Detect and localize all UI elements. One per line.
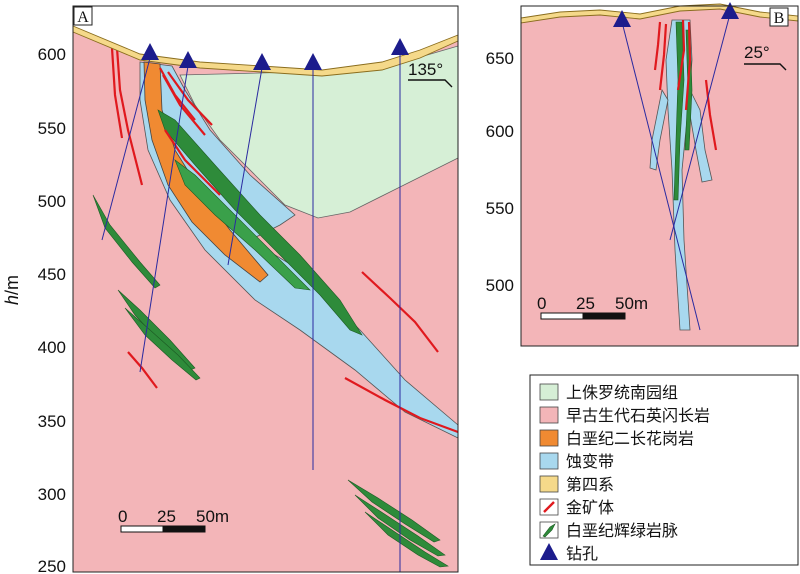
panel-a-tag-box <box>73 6 93 26</box>
legend-swatch-monzogranite <box>539 429 559 447</box>
legend-item-quaternary: 第四系 <box>539 475 614 494</box>
panel-a-tick-250: 250 <box>38 557 66 574</box>
panel-a-tick-450: 450 <box>38 265 66 284</box>
legend-swatch-alteration-zone <box>539 452 559 470</box>
panel-a-tick-400: 400 <box>38 338 66 357</box>
panel-a-dip-label: 135° <box>408 60 443 79</box>
panel-b-drill-hole-markers <box>613 2 739 27</box>
legend-item-gold-ore-body: 金矿体 <box>539 498 614 517</box>
panel-a-tick-550: 550 <box>38 119 66 138</box>
legend-item-diabase-dike: 白垩纪辉绿岩脉 <box>539 521 678 540</box>
panel-a-tag: A <box>77 9 89 26</box>
legend-item-monzogranite: 白垩纪二长花岗岩 <box>539 429 694 448</box>
panel-b: B 25° 650 600 550 500 0 25 50m <box>486 2 799 347</box>
panel-a-tick-350: 350 <box>38 412 66 431</box>
panel-b-dip-label: 25° <box>744 43 770 62</box>
panel-b-tick-650: 650 <box>486 49 514 68</box>
panel-a-drill-hole-traces <box>101 52 401 572</box>
legend-swatch-quartz-diorite <box>539 406 559 424</box>
panel-a-tick-600: 600 <box>38 45 66 64</box>
legend: 上侏罗统南园组 早古生代石英闪长岩 白垩纪二长花岗岩 蚀变带 第四系 金矿体 白… <box>529 374 799 566</box>
panel-a-scale-bar: 0 25 50m <box>118 507 229 533</box>
panel-b-drill-hole-traces <box>621 13 731 331</box>
legend-label-gold-ore-body: 金矿体 <box>566 498 614 517</box>
panel-a-tick-300: 300 <box>38 485 66 504</box>
legend-swatch-quaternary <box>539 475 559 493</box>
legend-label-quartz-diorite: 早古生代石英闪长岩 <box>566 406 710 425</box>
panel-b-scale-0: 0 <box>537 294 546 313</box>
legend-item-quartz-diorite: 早古生代石英闪长岩 <box>539 406 710 425</box>
panel-b-tick-600: 600 <box>486 122 514 141</box>
panel-a-scale-0: 0 <box>118 507 127 526</box>
panel-a-frame <box>72 5 459 573</box>
panel-a-dip-symbol <box>408 79 453 88</box>
legend-label-nanyuan: 上侏罗统南园组 <box>566 383 678 402</box>
panel-b-tag-box <box>769 7 789 27</box>
diabase-dike-icon <box>542 523 556 538</box>
panel-a-y-ticks: 600 550 500 450 400 350 300 250 <box>38 45 66 574</box>
panel-a: A 135° 600 550 500 450 400 350 300 250 0… <box>38 5 459 574</box>
legend-label-monzogranite: 白垩纪二长花岗岩 <box>566 429 694 448</box>
panel-b-tick-500: 500 <box>486 276 514 295</box>
panel-b-scale-25: 25 <box>576 294 595 313</box>
y-axis-title-unit: /m <box>2 275 22 295</box>
legend-item-drill-hole: 钻孔 <box>540 543 598 563</box>
panel-b-frame <box>520 5 799 347</box>
panel-a-drill-hole-markers <box>141 38 409 70</box>
drill-hole-icon <box>540 543 558 560</box>
legend-swatch-nanyuan <box>539 383 559 401</box>
y-axis-title: h/m <box>2 275 22 305</box>
panel-b-gold-ore-bodies <box>653 19 718 151</box>
y-axis-title-italic: h <box>2 295 22 305</box>
panel-b-scale-bar: 0 25 50m <box>537 294 648 320</box>
legend-label-quaternary: 第四系 <box>566 475 614 494</box>
panel-a-scale-50m: 50m <box>196 507 229 526</box>
panel-b-tick-550: 550 <box>486 199 514 218</box>
panel-a-gold-ore-bodies <box>110 47 459 434</box>
legend-item-nanyuan-formation: 上侏罗统南园组 <box>539 383 678 402</box>
panel-a-tick-500: 500 <box>38 192 66 211</box>
panel-b-scale-50m: 50m <box>615 294 648 313</box>
gold-ore-body-icon <box>543 501 555 513</box>
panel-b-tag: B <box>774 10 785 27</box>
panel-b-dip-symbol <box>744 63 787 71</box>
panel-b-y-ticks: 650 600 550 500 <box>486 49 514 295</box>
legend-item-alteration-zone: 蚀变带 <box>539 452 614 471</box>
legend-label-alteration-zone: 蚀变带 <box>566 452 614 471</box>
legend-frame <box>529 374 799 566</box>
legend-label-diabase-dike: 白垩纪辉绿岩脉 <box>566 521 678 540</box>
panel-a-scale-25: 25 <box>157 507 176 526</box>
panel-a-diabase-dikes <box>92 109 449 568</box>
panel-a-alteration-zone <box>139 61 459 439</box>
legend-label-drill-hole: 钻孔 <box>566 544 598 563</box>
